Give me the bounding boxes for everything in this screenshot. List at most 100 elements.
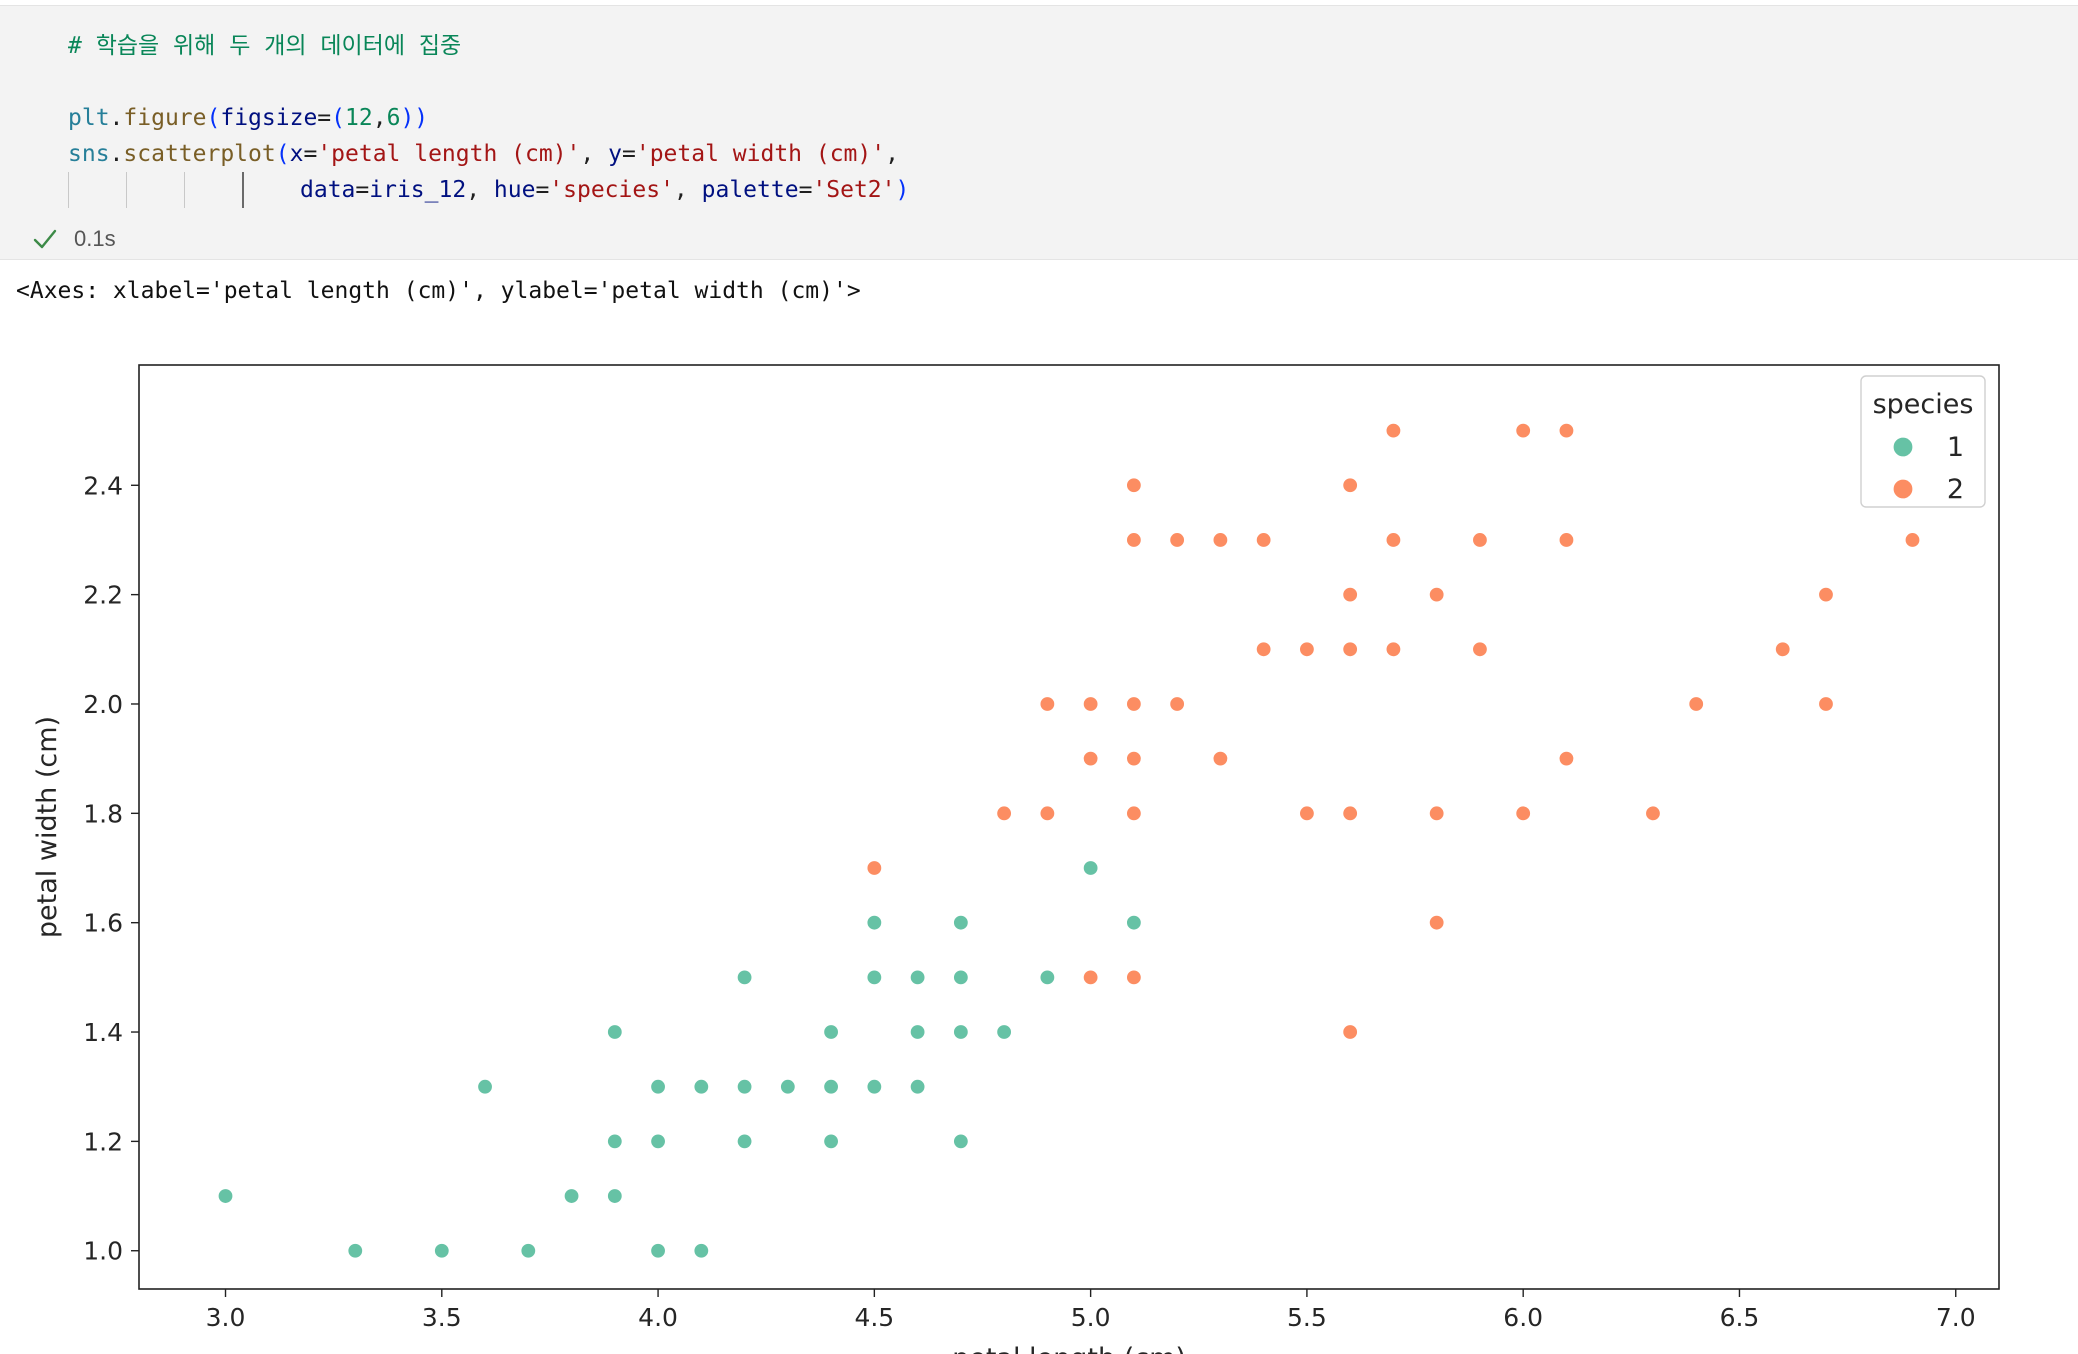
data-point-series-1 xyxy=(952,1023,969,1041)
code-token: sns xyxy=(68,141,110,167)
code-token: y xyxy=(608,141,622,167)
code-token: = xyxy=(621,141,636,167)
data-point-series-1 xyxy=(779,1078,796,1095)
y-axis-label: petal width (cm) xyxy=(32,716,63,938)
indent-guide xyxy=(242,172,300,208)
data-point-series-1 xyxy=(476,1078,494,1095)
data-point-series-2 xyxy=(1039,805,1056,822)
scatter-plot: 3.0 3.5 4.0 4.5 5.0 5.5 6.0 6.5 7.0 1.0 1.2 1.4 1.6 1… xyxy=(32,364,2000,1354)
code-editor[interactable]: # 학습을 위해 두 개의 데이터에 집중 plt.figure(figsize=… xyxy=(68,28,909,208)
data-point-series-1 xyxy=(952,969,969,986)
data-point-series-2 xyxy=(1125,477,1142,494)
x-tick-label: 4.5 xyxy=(854,1303,894,1332)
code-token: , xyxy=(580,141,609,167)
data-point-series-1 xyxy=(866,1078,883,1095)
data-point-series-1 xyxy=(563,1187,580,1205)
data-point-series-2 xyxy=(1342,641,1359,658)
cell-status: 0.1s xyxy=(32,226,116,252)
data-point-series-2 xyxy=(1558,531,1575,549)
data-point-series-2 xyxy=(1428,586,1445,603)
data-point-series-2 xyxy=(1169,531,1186,549)
data-point-series-2 xyxy=(1298,641,1316,658)
code-token: iris_12 xyxy=(369,177,467,203)
data-point-series-1 xyxy=(433,1242,450,1259)
data-point-series-2 xyxy=(1774,641,1791,658)
data-point-series-2 xyxy=(1212,750,1229,767)
data-point-series-2 xyxy=(1385,422,1402,439)
x-tick-label: 5.5 xyxy=(1287,1303,1327,1332)
code-token: = xyxy=(355,177,370,203)
data-point-series-1 xyxy=(606,1187,623,1205)
check-icon xyxy=(33,229,57,249)
code-token: figsize xyxy=(220,105,318,131)
data-point-series-1 xyxy=(909,1078,926,1095)
code-line xyxy=(68,64,909,100)
data-point-series-1 xyxy=(822,1023,840,1041)
x-axis-label: petal length (cm) xyxy=(952,1343,1186,1354)
data-point-series-2 xyxy=(866,859,883,877)
indent-guide xyxy=(184,172,242,208)
data-point-series-1 xyxy=(736,1078,753,1095)
code-token: = xyxy=(317,105,332,131)
code-token: 12 xyxy=(345,105,373,131)
data-point-series-2 xyxy=(996,805,1013,822)
data-point-series-2 xyxy=(1817,695,1835,713)
legend-box xyxy=(1860,375,1986,508)
data-point-series-2 xyxy=(1471,531,1489,549)
indent-guide xyxy=(126,172,184,208)
y-tick-label: 2.0 xyxy=(83,690,123,719)
data-point-series-2 xyxy=(1298,805,1316,822)
data-point-series-1 xyxy=(866,969,883,986)
data-point-series-2 xyxy=(1125,750,1142,767)
x-tick-label: 3.5 xyxy=(422,1303,462,1332)
data-point-series-1 xyxy=(909,969,926,986)
data-point-series-2 xyxy=(1082,695,1099,713)
data-point-series-2 xyxy=(1342,477,1359,494)
data-point-series-1 xyxy=(822,1133,840,1150)
data-point-series-2 xyxy=(1428,805,1445,822)
legend-label-2: 2 xyxy=(1947,474,1964,505)
data-point-series-1 xyxy=(866,914,883,931)
code-cell[interactable]: # 학습을 위해 두 개의 데이터에 집중 plt.figure(figsize=… xyxy=(0,5,2078,260)
data-point-series-2 xyxy=(1125,969,1142,986)
data-point-series-2 xyxy=(1515,422,1532,439)
data-point-series-2 xyxy=(1428,914,1445,931)
data-point-series-1 xyxy=(736,1133,753,1150)
code-line: data=iris_12, hue='species', palette='Se… xyxy=(68,172,909,208)
data-point-series-1 xyxy=(649,1133,667,1150)
y-tick-label: 2.2 xyxy=(83,581,123,610)
legend-marker-1 xyxy=(1892,436,1914,458)
code-line: # 학습을 위해 두 개의 데이터에 집중 xyxy=(68,28,909,64)
y-tick-label: 2.4 xyxy=(83,471,123,500)
code-token: 'petal width (cm)' xyxy=(635,141,886,167)
data-point-series-1 xyxy=(693,1242,710,1259)
data-point-series-2 xyxy=(1817,586,1835,603)
code-token: palette xyxy=(701,177,799,203)
data-point-series-1 xyxy=(1039,969,1056,986)
code-token: 'species' xyxy=(549,177,674,203)
code-line: sns.scatterplot(x='petal length (cm)', y… xyxy=(68,136,909,172)
data-point-series-1 xyxy=(952,1133,969,1150)
execution-time: 0.1s xyxy=(74,226,116,251)
data-point-series-1 xyxy=(606,1133,623,1150)
data-point-series-2 xyxy=(1169,695,1186,713)
data-point-series-2 xyxy=(1039,695,1056,713)
y-tick-label: 1.8 xyxy=(83,799,123,828)
data-point-series-1 xyxy=(693,1078,710,1095)
code-token: , xyxy=(885,141,899,167)
code-token: = xyxy=(798,177,813,203)
data-point-series-2 xyxy=(1342,1023,1359,1041)
data-point-series-2 xyxy=(1904,531,1921,549)
x-tick-label: 6.0 xyxy=(1503,1303,1543,1332)
plot-frame xyxy=(138,364,2000,1290)
code-token: , xyxy=(673,177,702,203)
data-point-series-2 xyxy=(1342,805,1359,822)
code-token: = xyxy=(303,141,318,167)
code-token: ) xyxy=(895,177,910,203)
data-point-series-2 xyxy=(1515,805,1532,822)
data-point-series-2 xyxy=(1125,531,1142,549)
data-point-series-1 xyxy=(822,1078,840,1095)
code-token: # 학습을 위해 두 개의 데이터에 집중 xyxy=(68,33,462,59)
code-token: , xyxy=(466,177,494,203)
code-token: ( xyxy=(331,105,346,131)
